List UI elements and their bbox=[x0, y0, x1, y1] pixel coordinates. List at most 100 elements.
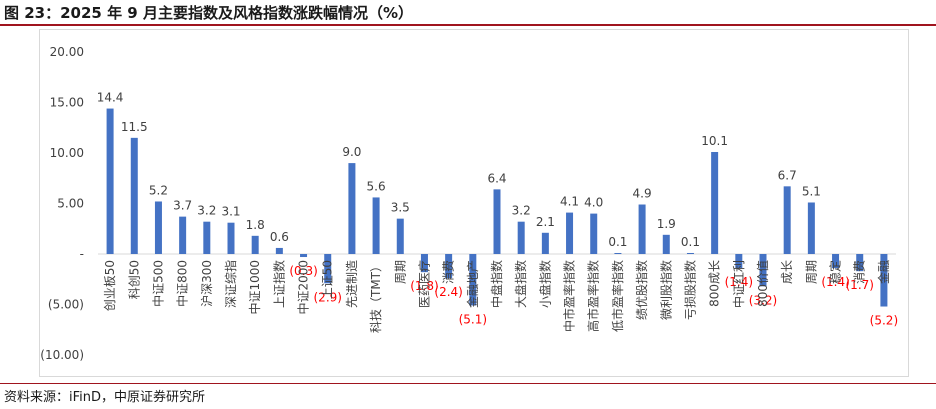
bar bbox=[275, 247, 283, 254]
data-label: (1.4) bbox=[821, 275, 849, 289]
category-label: 大盘指数 bbox=[513, 260, 528, 308]
category-label: 稳定 bbox=[828, 260, 843, 284]
category-label: 科创50 bbox=[127, 260, 141, 299]
data-label: (2.4) bbox=[434, 285, 462, 299]
category-label: 中证2000 bbox=[296, 260, 311, 315]
bar bbox=[396, 218, 404, 254]
y-tick-label: 20.00 bbox=[50, 45, 84, 59]
bar bbox=[469, 254, 477, 306]
data-label: 4.0 bbox=[584, 196, 603, 210]
category-label: 上证指数 bbox=[271, 260, 286, 308]
category-label: 金融 bbox=[876, 260, 891, 284]
category-label: 中证红利 bbox=[731, 260, 746, 308]
y-tick-label: 5.00 bbox=[57, 197, 84, 211]
category-label: 金融地产 bbox=[465, 260, 480, 308]
bar bbox=[711, 151, 719, 254]
y-tick-label: 10.00 bbox=[50, 146, 84, 160]
bar bbox=[735, 254, 743, 269]
data-label: (1.8) bbox=[410, 279, 438, 293]
bar bbox=[372, 197, 380, 254]
category-label: 医药医疗 bbox=[417, 260, 431, 308]
category-label: 消费 bbox=[853, 260, 867, 284]
data-label: 11.5 bbox=[121, 120, 148, 134]
data-label: (3.2) bbox=[749, 293, 777, 307]
category-label: 上证50 bbox=[321, 260, 335, 299]
data-label: 5.1 bbox=[802, 184, 821, 198]
category-label: 中市盈率指数 bbox=[562, 260, 577, 332]
figure-title: 图 23：2025 年 9 月主要指数及风格指数涨跌幅情况（%） bbox=[4, 4, 413, 22]
bar bbox=[348, 163, 356, 254]
bar bbox=[638, 204, 646, 254]
data-label: 3.7 bbox=[173, 199, 192, 213]
category-label: 中盘指数 bbox=[489, 260, 504, 308]
y-tick-label: (10.00) bbox=[40, 348, 84, 362]
data-label: 3.2 bbox=[197, 204, 216, 218]
category-label: 中证800 bbox=[175, 260, 190, 307]
bar bbox=[517, 221, 525, 254]
data-label: 0.6 bbox=[270, 230, 289, 244]
category-label: 小盘指数 bbox=[537, 260, 552, 308]
category-label: 深证综指 bbox=[223, 260, 238, 308]
bar bbox=[203, 221, 211, 254]
data-label: 3.1 bbox=[221, 205, 240, 219]
data-label: 10.1 bbox=[701, 134, 728, 148]
category-label: 创业板50 bbox=[103, 260, 117, 311]
category-label: 周期 bbox=[393, 260, 407, 284]
y-tick-label: - bbox=[80, 247, 84, 261]
bar bbox=[541, 232, 549, 254]
category-label: 低市盈率指数 bbox=[610, 260, 625, 332]
chart-frame bbox=[39, 29, 909, 377]
data-label: 3.5 bbox=[391, 201, 410, 215]
data-label: (5.1) bbox=[459, 313, 487, 327]
data-label: (5.2) bbox=[870, 314, 898, 328]
data-label: 6.4 bbox=[487, 171, 506, 185]
bar bbox=[493, 189, 501, 254]
bar bbox=[130, 137, 138, 254]
y-tick-label: 15.00 bbox=[50, 96, 84, 110]
bar-chart: 20.00 15.00 10.00 5.00 - (5.00) (10.00) 14.4 创业板… bbox=[40, 45, 898, 362]
data-label: 1.8 bbox=[246, 218, 265, 232]
data-label: (1.4) bbox=[725, 275, 753, 289]
data-label: 9.0 bbox=[342, 145, 361, 159]
category-label: 中证1000 bbox=[247, 260, 262, 315]
bar bbox=[590, 213, 598, 254]
category-label: 800价值 bbox=[755, 260, 770, 307]
bar bbox=[880, 254, 888, 307]
data-label: 4.9 bbox=[633, 187, 652, 201]
data-label: 5.2 bbox=[149, 183, 168, 197]
bar bbox=[251, 235, 259, 254]
bar bbox=[445, 254, 453, 279]
y-tick-label: (5.00) bbox=[48, 298, 84, 312]
data-label: (0.3) bbox=[289, 264, 317, 278]
category-label: 成长 bbox=[780, 260, 794, 284]
category-label: 中证500 bbox=[150, 260, 165, 307]
category-label: 先进制造 bbox=[345, 260, 359, 308]
bar bbox=[106, 108, 114, 254]
bar bbox=[759, 254, 767, 287]
data-label: (2.9) bbox=[314, 290, 342, 304]
bar bbox=[856, 254, 864, 272]
data-label: 0.1 bbox=[681, 235, 700, 249]
source-rule bbox=[0, 383, 936, 384]
bar bbox=[420, 254, 428, 273]
data-label: 0.1 bbox=[608, 235, 627, 249]
bar bbox=[324, 254, 332, 284]
data-label: 14.4 bbox=[97, 91, 124, 105]
category-label: 微利股指数 bbox=[658, 260, 673, 320]
bar bbox=[179, 216, 187, 254]
bar bbox=[807, 202, 815, 254]
bar bbox=[154, 201, 162, 254]
data-label: 4.1 bbox=[560, 195, 579, 209]
data-label: 6.7 bbox=[778, 168, 797, 182]
title-rule bbox=[0, 24, 936, 26]
data-label: (1.7) bbox=[846, 278, 874, 292]
bar bbox=[662, 234, 670, 254]
category-label: 周期 bbox=[804, 260, 818, 284]
category-label: 绩优股指数 bbox=[634, 260, 649, 320]
bar bbox=[832, 254, 840, 269]
bar bbox=[300, 254, 308, 258]
category-label: 亏损股指数 bbox=[682, 260, 697, 320]
category-label: 科技（TMT） bbox=[369, 260, 383, 333]
category-label: 沪深300 bbox=[200, 260, 214, 307]
bar bbox=[566, 212, 574, 254]
